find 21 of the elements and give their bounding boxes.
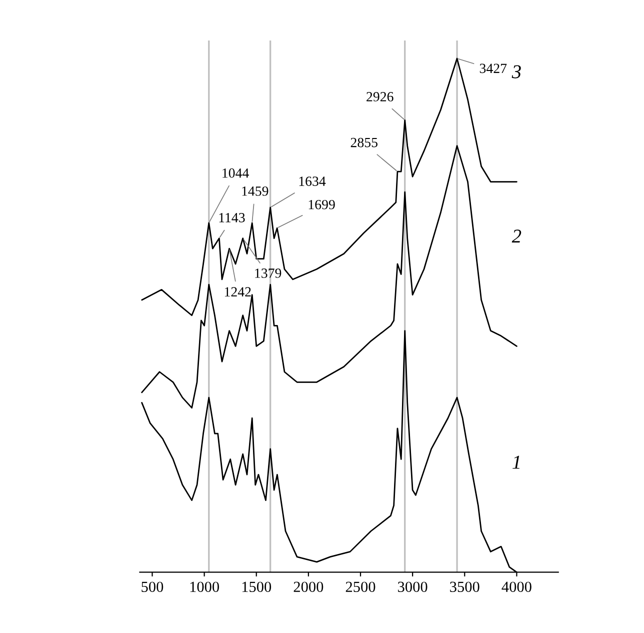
- annotation: 3427: [480, 64, 507, 74]
- x-tick-label: 1500: [242, 582, 272, 592]
- text: 3: [512, 65, 521, 78]
- x-tick-label: 3000: [398, 582, 428, 592]
- x-tick-label: 500: [142, 582, 164, 592]
- annotation: 1379: [255, 268, 282, 278]
- series-label: 2: [512, 230, 522, 243]
- x-tick-label: 1000: [190, 582, 220, 592]
- annotation: 1044: [222, 168, 249, 178]
- annotation: 2926: [366, 92, 394, 102]
- x-tick-label: 3500: [450, 582, 480, 592]
- annotation: 2855: [350, 138, 378, 148]
- annotation: 1634: [299, 176, 326, 186]
- x-tick-label: 2500: [346, 582, 376, 592]
- annotation: 1699: [308, 200, 335, 210]
- annotation: 1143: [219, 213, 245, 222]
- x-tick-label: 2000: [294, 582, 324, 592]
- text: 1: [512, 456, 520, 469]
- annotation: 1459: [242, 186, 268, 196]
- x-tick-label: 4000: [502, 582, 532, 592]
- annotation: 1242: [224, 287, 251, 296]
